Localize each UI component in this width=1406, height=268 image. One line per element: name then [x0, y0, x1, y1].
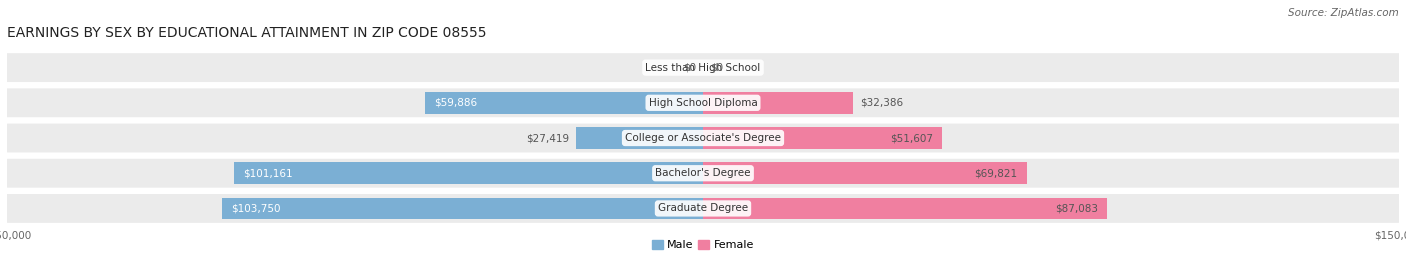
Bar [576, 127, 703, 149]
Text: College or Associate's Degree: College or Associate's Degree [626, 133, 780, 143]
Bar [703, 198, 1107, 219]
Text: $0: $0 [683, 63, 696, 73]
Text: EARNINGS BY SEX BY EDUCATIONAL ATTAINMENT IN ZIP CODE 08555: EARNINGS BY SEX BY EDUCATIONAL ATTAINMEN… [7, 26, 486, 40]
Text: High School Diploma: High School Diploma [648, 98, 758, 108]
Text: Less than High School: Less than High School [645, 63, 761, 73]
Text: $69,821: $69,821 [974, 168, 1018, 178]
Text: $32,386: $32,386 [860, 98, 903, 108]
Text: Graduate Degree: Graduate Degree [658, 203, 748, 213]
Bar [703, 127, 942, 149]
Text: $27,419: $27,419 [526, 133, 569, 143]
FancyBboxPatch shape [7, 53, 1399, 82]
Text: $87,083: $87,083 [1054, 203, 1098, 213]
Text: $51,607: $51,607 [890, 133, 934, 143]
Bar [425, 92, 703, 114]
Text: $59,886: $59,886 [434, 98, 478, 108]
Bar [222, 198, 703, 219]
Text: $103,750: $103,750 [231, 203, 280, 213]
FancyBboxPatch shape [7, 88, 1399, 117]
FancyBboxPatch shape [7, 159, 1399, 188]
Legend: Male, Female: Male, Female [647, 236, 759, 255]
Bar [703, 162, 1026, 184]
FancyBboxPatch shape [7, 124, 1399, 152]
Text: $0: $0 [710, 63, 723, 73]
Text: Bachelor's Degree: Bachelor's Degree [655, 168, 751, 178]
Text: $101,161: $101,161 [243, 168, 292, 178]
Text: Source: ZipAtlas.com: Source: ZipAtlas.com [1288, 8, 1399, 18]
FancyBboxPatch shape [7, 194, 1399, 223]
Bar [703, 92, 853, 114]
Bar [233, 162, 703, 184]
